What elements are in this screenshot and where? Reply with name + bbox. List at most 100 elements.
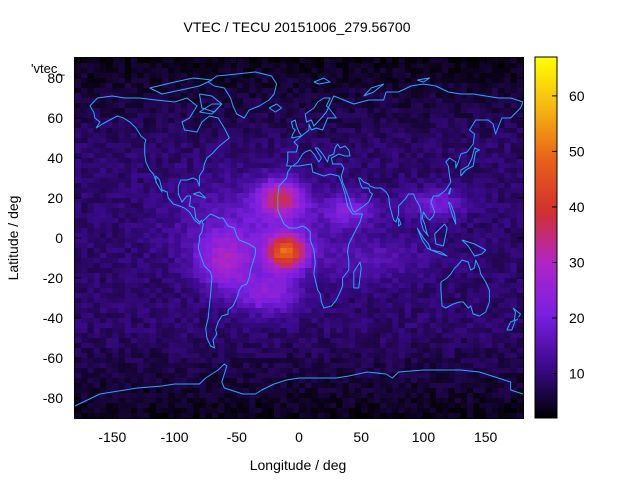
heatmap-cell	[491, 243, 499, 249]
heatmap-cell	[473, 163, 481, 169]
heatmap-cell	[267, 93, 275, 99]
heatmap-cell	[467, 178, 474, 184]
heatmap-cell	[504, 63, 512, 69]
heatmap-cell	[317, 198, 325, 204]
heatmap-cell	[155, 143, 163, 149]
heatmap-cell	[299, 273, 306, 279]
heatmap-cell	[392, 193, 400, 199]
heatmap-cell	[280, 103, 288, 109]
heatmap-cell	[249, 368, 257, 374]
heatmap-cell	[118, 318, 126, 324]
heatmap-cell	[485, 153, 493, 159]
heatmap-cell	[274, 293, 281, 299]
heatmap-cell	[205, 88, 213, 94]
heatmap-cell	[404, 328, 412, 334]
heatmap-cell	[205, 283, 213, 289]
heatmap-cell	[404, 198, 412, 204]
heatmap-cell	[149, 128, 157, 134]
heatmap-cell	[261, 373, 269, 379]
heatmap-cell	[224, 183, 232, 189]
heatmap-cell	[112, 178, 120, 184]
heatmap-cell	[417, 303, 425, 309]
heatmap-cell	[342, 353, 350, 359]
heatmap-cell	[112, 98, 120, 104]
heatmap-cell	[516, 193, 524, 199]
heatmap-cell	[211, 253, 219, 259]
heatmap-cell	[106, 248, 113, 254]
heatmap-cell	[187, 218, 194, 224]
heatmap-cell	[174, 348, 182, 354]
heatmap-cell	[286, 358, 294, 364]
heatmap-cell	[286, 308, 294, 314]
heatmap-cell	[236, 383, 244, 389]
heatmap-cell	[317, 278, 325, 284]
heatmap-cell	[460, 68, 468, 74]
heatmap-cell	[498, 293, 505, 299]
heatmap-cell	[386, 108, 393, 114]
heatmap-cell	[342, 268, 350, 274]
heatmap-cell	[292, 173, 300, 179]
heatmap-cell	[479, 398, 487, 404]
heatmap-cell	[305, 343, 313, 349]
heatmap-cell	[162, 108, 169, 114]
heatmap-cell	[93, 93, 101, 99]
heatmap-cell	[429, 263, 437, 269]
heatmap-cell	[299, 178, 306, 184]
heatmap-cell	[448, 313, 456, 319]
heatmap-cell	[336, 248, 344, 254]
heatmap-cell	[342, 388, 350, 394]
heatmap-cell	[162, 143, 169, 149]
heatmap-cell	[454, 168, 462, 174]
heatmap-cell	[112, 173, 120, 179]
heatmap-cell	[93, 98, 101, 104]
heatmap-cell	[386, 58, 393, 64]
heatmap-cell	[255, 383, 263, 389]
heatmap-cell	[143, 168, 151, 174]
heatmap-cell	[106, 278, 113, 284]
heatmap-cell	[299, 188, 306, 194]
heatmap-cell	[373, 283, 381, 289]
heatmap-cell	[205, 258, 213, 264]
heatmap-cell	[516, 138, 524, 144]
heatmap-cell	[81, 258, 89, 264]
heatmap-cell	[75, 193, 82, 199]
heatmap-cell	[292, 73, 300, 79]
heatmap-cell	[112, 203, 120, 209]
heatmap-cell	[398, 153, 406, 159]
heatmap-cell	[224, 343, 232, 349]
heatmap-cell	[137, 203, 145, 209]
heatmap-cell	[467, 268, 474, 274]
heatmap-cell	[386, 68, 393, 74]
heatmap-cell	[93, 168, 101, 174]
heatmap-cell	[267, 328, 275, 334]
heatmap-cell	[99, 323, 107, 329]
heatmap-cell	[118, 163, 126, 169]
heatmap-cell	[299, 113, 306, 119]
heatmap-cell	[267, 138, 275, 144]
heatmap-cell	[299, 143, 306, 149]
heatmap-cell	[460, 253, 468, 259]
heatmap-cell	[435, 63, 443, 69]
heatmap-cell	[491, 358, 499, 364]
heatmap-cell	[404, 348, 412, 354]
heatmap-cell	[93, 58, 101, 64]
heatmap-cell	[193, 258, 201, 264]
heatmap-cell	[124, 108, 132, 114]
heatmap-cell	[230, 163, 238, 169]
heatmap-cell	[261, 358, 269, 364]
heatmap-cell	[342, 303, 350, 309]
heatmap-cell	[267, 378, 275, 384]
heatmap-cell	[485, 383, 493, 389]
heatmap-cell	[479, 253, 487, 259]
heatmap-cell	[516, 283, 524, 289]
heatmap-cell	[491, 158, 499, 164]
heatmap-cell	[367, 273, 375, 279]
heatmap-cell	[280, 388, 288, 394]
heatmap-cell	[112, 298, 120, 304]
heatmap-cell	[323, 103, 331, 109]
heatmap-cell	[361, 388, 369, 394]
heatmap-cell	[411, 333, 418, 339]
heatmap-cell	[411, 73, 418, 79]
heatmap-cell	[267, 243, 275, 249]
heatmap-cell	[348, 348, 356, 354]
